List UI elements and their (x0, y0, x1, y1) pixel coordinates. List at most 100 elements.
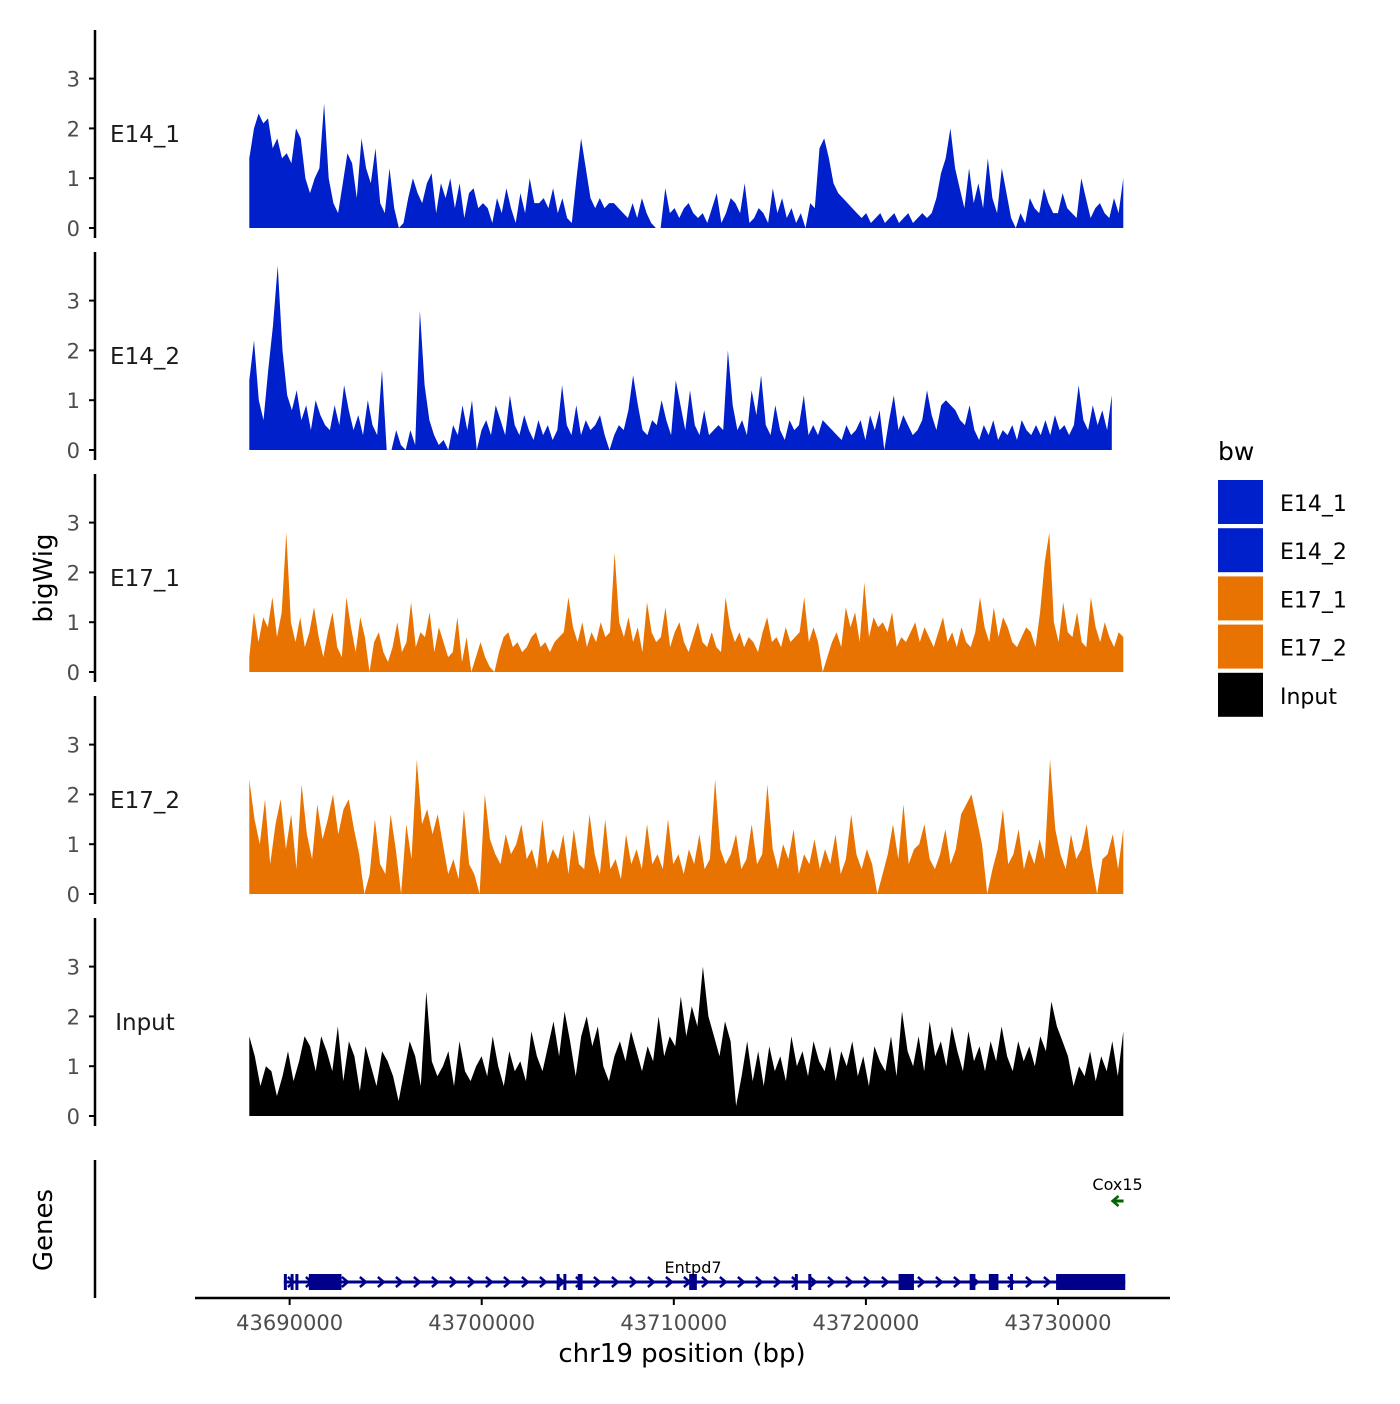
x-ticks: 43690000 43700000 43710000 43720000 43730000 (236, 1298, 1111, 1335)
strand-arrow (1043, 1276, 1052, 1288)
signal-area-e17-1 (249, 532, 1124, 672)
y-tick-label: 2 (67, 339, 80, 363)
legend-label: E17_2 (1280, 637, 1347, 662)
strand-arrow (341, 1276, 350, 1288)
panel-e14-2: 0 1 2 3 E14_2 (67, 252, 1112, 463)
gene-entpd7: Entpd7 (283, 1258, 1126, 1290)
strand-arrow (665, 1276, 674, 1288)
gene-exon (969, 1274, 976, 1290)
gene-exon (577, 1274, 583, 1290)
gene-exon (1056, 1274, 1126, 1290)
strand-arrow (809, 1276, 818, 1288)
strand-arrow (359, 1276, 368, 1288)
panel-e17-2: 0 1 2 3 E17_2 (67, 696, 1124, 907)
x-tick-label: 43710000 (620, 1311, 727, 1335)
signal-area-e17-2 (249, 759, 1124, 894)
strand-arrow (485, 1276, 494, 1288)
gene-exon (808, 1274, 812, 1290)
gene-exon (1009, 1274, 1013, 1290)
gene-exon (290, 1274, 294, 1290)
strand-arrow (881, 1276, 890, 1288)
legend-label: E14_2 (1280, 540, 1347, 565)
gene-exon (295, 1274, 299, 1290)
genes-panel: Genes Entpd7 Cox15 (29, 1160, 1143, 1298)
strand-arrow (449, 1276, 458, 1288)
panel-e17-1: 0 1 2 3 E17_1 (67, 474, 1124, 685)
legend-label: E14_1 (1280, 492, 1347, 517)
genes-track-label: Genes (29, 1189, 59, 1271)
legend-swatch-e17-1 (1218, 576, 1263, 621)
y-tick-label: 3 (67, 956, 80, 980)
gene-cox15: Cox15 (1092, 1175, 1143, 1207)
strand-arrow (593, 1276, 602, 1288)
strand-arrow (737, 1276, 746, 1288)
y-tick-label: 0 (67, 217, 80, 241)
panel-input: 0 1 2 3 Input (67, 918, 1124, 1129)
gene-label: Cox15 (1092, 1175, 1142, 1194)
strand-arrow (395, 1276, 404, 1288)
x-axis: 43690000 43700000 43710000 43720000 43730000… (195, 1296, 1170, 1369)
strand-arrow (467, 1276, 476, 1288)
y-tick-label: 0 (67, 661, 80, 685)
gene-exon (689, 1274, 697, 1290)
strand-arrow (611, 1276, 620, 1288)
track-label: E14_1 (110, 122, 180, 148)
legend-swatch-e14-2 (1218, 528, 1263, 573)
y-tick-label: 0 (67, 883, 80, 907)
x-axis-title: chr19 position (bp) (558, 1339, 805, 1369)
y-tick-label: 2 (67, 783, 80, 807)
strand-arrow (1007, 1276, 1016, 1288)
strand-arrow (701, 1276, 710, 1288)
signal-panels: 0 1 2 3 E14_1 0 1 2 3 E14_2 0 1 2 3 E17_1 0 1 2 3 E17_2 0 1 2 3… (67, 30, 1124, 1129)
strand-arrow (845, 1276, 854, 1288)
y-tick-label: 1 (67, 1055, 80, 1079)
track-label: E17_2 (110, 788, 180, 814)
strand-arrow (539, 1276, 548, 1288)
legend-title: bw (1218, 437, 1254, 466)
signal-area-e14-2 (249, 265, 1112, 450)
legend-items: E14_1 E14_2 E17_1 E17_2 Input (1218, 480, 1347, 717)
signal-area-e14-1 (249, 103, 1124, 228)
gene-exon (988, 1274, 999, 1290)
track-label: E17_1 (110, 566, 180, 592)
gene-exon (283, 1274, 287, 1290)
strand-arrow (521, 1276, 530, 1288)
y-tick-label: 3 (67, 68, 80, 92)
strand-arrow (755, 1276, 764, 1288)
y-tick-label: 0 (67, 439, 80, 463)
y-tick-label: 3 (67, 512, 80, 536)
gene-exon (308, 1274, 342, 1290)
strand-arrow (1025, 1276, 1034, 1288)
gene-exon (556, 1274, 560, 1290)
y-tick-label: 1 (67, 833, 80, 857)
strand-arrow (863, 1276, 872, 1288)
track-label: E14_2 (110, 344, 180, 370)
strand-arrow (827, 1276, 836, 1288)
strand-arrow (719, 1276, 728, 1288)
y-tick-label: 3 (67, 734, 80, 758)
strand-arrow (773, 1276, 782, 1288)
legend-label: Input (1280, 685, 1337, 710)
x-tick-label: 43720000 (812, 1311, 919, 1335)
legend-swatch-e17-2 (1218, 624, 1263, 669)
gene-models: Entpd7 Cox15 (283, 1175, 1143, 1290)
strand-arrow (791, 1276, 800, 1288)
strand-arrow (647, 1276, 656, 1288)
strand-arrow (1110, 1195, 1120, 1207)
gene-exon (563, 1274, 567, 1290)
legend-swatch-e14-1 (1218, 480, 1263, 524)
panel-e14-1: 0 1 2 3 E14_1 (67, 30, 1124, 241)
y-tick-label: 1 (67, 611, 80, 635)
legend-swatch-input (1218, 672, 1263, 717)
strand-arrow (431, 1276, 440, 1288)
gene-exon (898, 1274, 914, 1290)
gene-exon (794, 1274, 798, 1290)
strand-arrow (935, 1276, 944, 1288)
gene-label: Entpd7 (665, 1258, 722, 1277)
x-tick-label: 43700000 (428, 1311, 535, 1335)
strand-arrow (917, 1276, 926, 1288)
y-axis-title: bigWig (29, 533, 59, 622)
strand-arrow (413, 1276, 422, 1288)
y-tick-label: 0 (67, 1105, 80, 1129)
